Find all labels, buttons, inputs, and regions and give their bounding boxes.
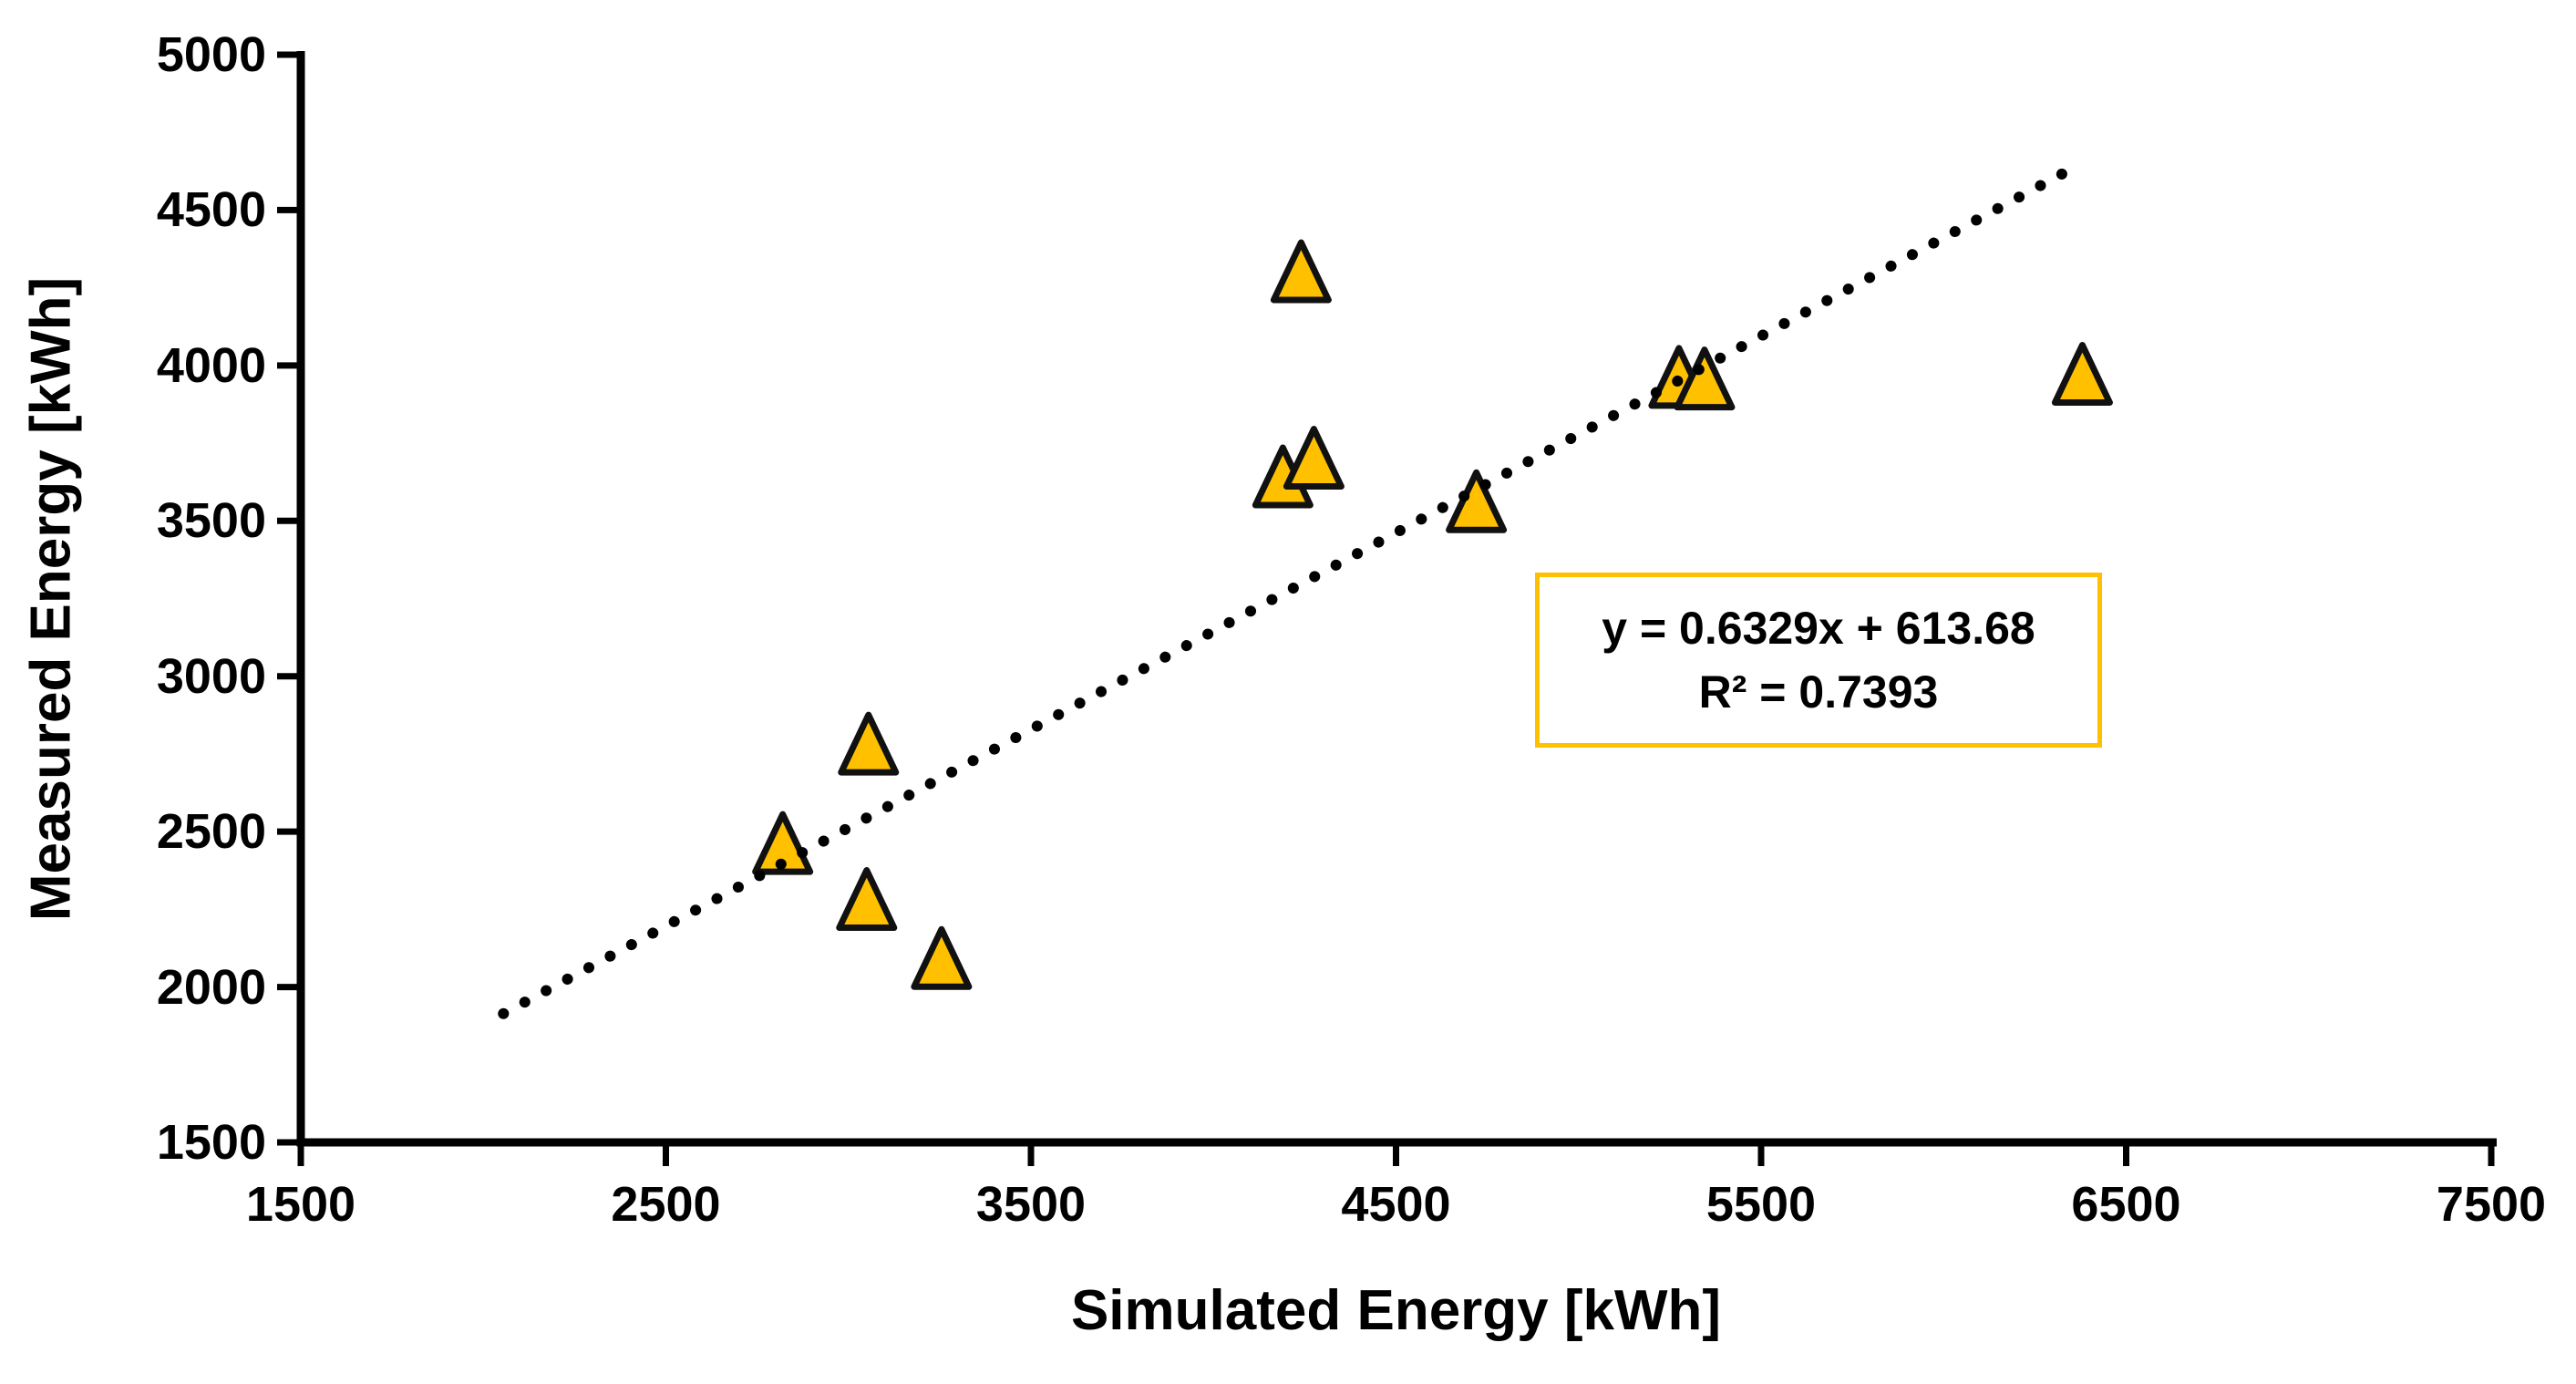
x-axis-title: Simulated Energy [kWh]	[1070, 1279, 1722, 1342]
y-axis-title: Measured Energy [kWh]	[19, 276, 83, 921]
x-tick-label: 4500	[1341, 1177, 1451, 1232]
data-point-marker	[836, 867, 898, 932]
trendline	[498, 164, 2076, 1019]
data-point-marker	[1674, 346, 1736, 411]
y-tick-label: 3000	[156, 648, 266, 704]
y-tick-label: 4000	[156, 337, 266, 393]
data-point-marker	[1446, 469, 1508, 533]
data-point-marker	[1283, 426, 1345, 491]
data-point-marker	[2051, 341, 2113, 406]
x-tick-label: 2500	[611, 1177, 721, 1232]
y-tick-label: 4500	[156, 182, 266, 238]
x-tick-label: 1500	[245, 1177, 356, 1232]
data-point-marker	[752, 811, 814, 875]
trendline-equation: y = 0.6329x + 613.68	[1602, 603, 2035, 654]
data-point-marker	[911, 925, 973, 990]
data-point-marker	[838, 711, 900, 776]
x-tick-label: 3500	[975, 1177, 1087, 1232]
trendline-equation-box: y = 0.6329x + 613.68 R² = 0.7393	[1535, 573, 2102, 748]
trendline-dotted	[498, 164, 2076, 1019]
x-tick-label: 6500	[2071, 1177, 2181, 1232]
axes	[277, 51, 2497, 1166]
r-squared-value: R² = 0.7393	[1698, 666, 1939, 718]
y-tick-label: 2000	[156, 959, 266, 1015]
y-tick-label: 5000	[156, 27, 266, 82]
data-points	[752, 239, 2113, 990]
data-point-marker	[1270, 239, 1332, 304]
y-tick-label: 3500	[156, 493, 266, 549]
x-tick-label: 5500	[1705, 1177, 1817, 1232]
y-tick-label: 1500	[156, 1115, 266, 1170]
y-tick-label: 2500	[156, 804, 266, 860]
x-tick-label: 7500	[2436, 1177, 2547, 1232]
